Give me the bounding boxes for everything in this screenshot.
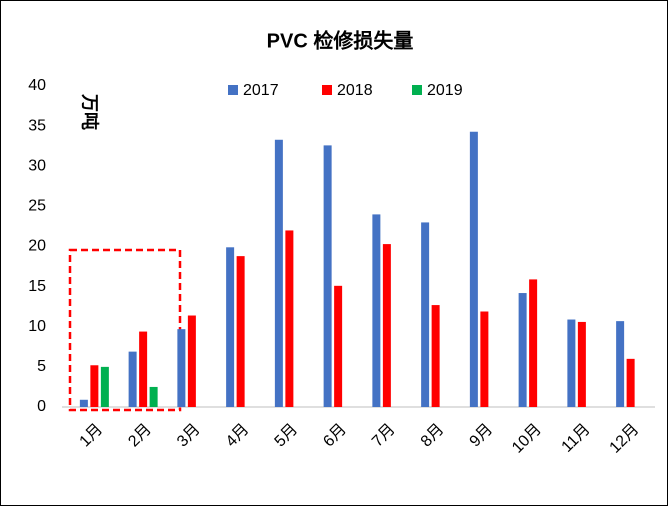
bar xyxy=(334,285,343,407)
bar xyxy=(187,315,196,407)
bar xyxy=(480,311,489,407)
bar xyxy=(421,222,430,407)
legend-label: 2018 xyxy=(337,82,373,99)
bar xyxy=(285,230,294,407)
legend-swatch xyxy=(412,85,422,95)
y-tick-label: 5 xyxy=(37,358,46,375)
bar xyxy=(567,319,576,407)
legend-swatch xyxy=(228,85,238,95)
legend-label: 2019 xyxy=(427,82,463,99)
bar xyxy=(626,358,635,407)
bar xyxy=(226,247,235,407)
y-tick-label: 35 xyxy=(28,117,46,134)
y-tick-label: 25 xyxy=(28,198,46,215)
bar xyxy=(79,399,88,407)
y-tick-label: 0 xyxy=(37,398,46,415)
bar xyxy=(469,131,478,407)
bar xyxy=(177,329,186,407)
bar xyxy=(100,366,109,407)
y-tick-label: 10 xyxy=(28,318,46,335)
bar xyxy=(518,293,527,407)
legend-swatch xyxy=(322,85,332,95)
bar xyxy=(323,145,332,407)
y-tick-label: 20 xyxy=(28,238,46,255)
bar xyxy=(139,331,148,407)
bar xyxy=(382,244,391,407)
bar xyxy=(529,279,538,407)
bar xyxy=(431,305,440,407)
bar xyxy=(274,139,283,407)
bar xyxy=(577,321,586,407)
y-axis-label: 万吨 xyxy=(79,93,100,130)
bar xyxy=(616,321,625,407)
y-tick-label: 30 xyxy=(28,157,46,174)
y-tick-label: 40 xyxy=(28,77,46,94)
bar xyxy=(236,256,245,407)
chart-title: PVC 检修损失量 xyxy=(267,28,414,52)
bar xyxy=(90,365,99,407)
legend-label: 2017 xyxy=(243,82,279,99)
y-tick-label: 15 xyxy=(28,278,46,295)
bar xyxy=(372,214,381,407)
bar xyxy=(128,351,137,407)
bar xyxy=(149,386,158,407)
